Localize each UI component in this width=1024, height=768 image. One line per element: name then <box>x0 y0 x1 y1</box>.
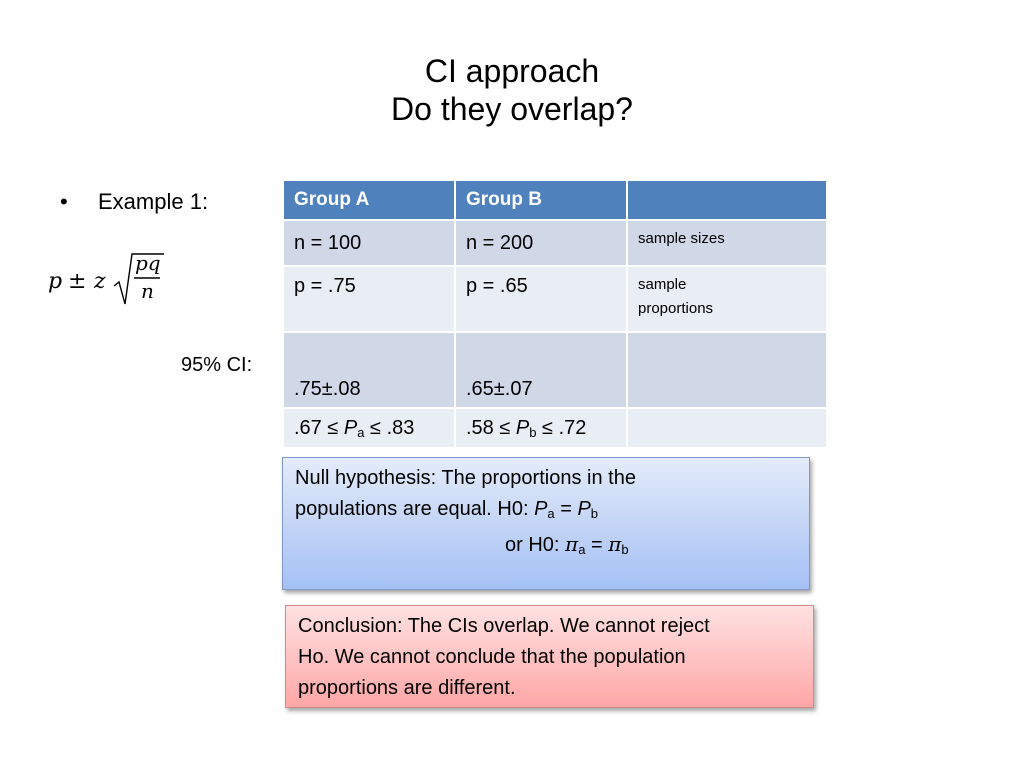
null-line-2: populations are equal. H0: Pa = Pb <box>295 494 797 529</box>
cell-ci-a: .75±.08 <box>282 331 456 409</box>
example-bullet: • Example 1: <box>60 188 208 216</box>
null-line-2-text: populations are equal. H0: <box>295 498 535 520</box>
cell-size-note: sample sizes <box>626 219 828 267</box>
null-sub-a: a <box>547 506 555 521</box>
null-P-a: P <box>534 498 548 520</box>
conclusion-line-2: Ho. We cannot conclude that the populati… <box>298 646 686 668</box>
table-header-row: Group A Group B <box>282 179 828 221</box>
prop-note-line-2: proportions <box>638 300 714 317</box>
null-line-1: Null hypothesis: The proportions in the <box>295 467 636 489</box>
title-line-2: Do they overlap? <box>391 91 633 127</box>
interval-b-left: .58 ≤ <box>466 416 516 439</box>
interval-b-P: P <box>515 416 530 439</box>
table-row: .75±.08 .65±.07 <box>282 331 828 409</box>
sqrt-sign <box>113 253 164 305</box>
cell-ci-note <box>626 331 828 409</box>
bullet-marker: • <box>60 189 68 214</box>
null-sub-b: b <box>590 506 599 521</box>
conclusion-line-1: Conclusion: The CIs overlap. We cannot r… <box>298 615 710 637</box>
formula-plus-minus: ± <box>68 269 86 294</box>
formula-numerator: pq <box>135 251 161 275</box>
table-row: p = .75 p = .65 sample proportions <box>282 265 828 333</box>
interval-a-P: P <box>343 416 358 439</box>
formula-p: p <box>48 269 62 294</box>
null-pi-b: π <box>608 532 622 556</box>
conclusion-line-3: proportions are different. <box>298 677 516 699</box>
interval-b-right: ≤ .72 <box>536 416 587 439</box>
cell-size-b: n = 200 <box>454 219 628 267</box>
cell-prop-b: p = .65 <box>454 265 628 333</box>
conclusion-box: Conclusion: The CIs overlap. We cannot r… <box>285 605 814 708</box>
header-notes <box>626 179 828 221</box>
cell-size-a: n = 100 <box>282 219 456 267</box>
cell-interval-b: .58 ≤ Pb ≤ .72 <box>454 407 628 449</box>
null-pi-sub-a: a <box>578 542 586 557</box>
header-group-b: Group B <box>454 179 628 221</box>
interval-b-sub: b <box>529 424 537 440</box>
interval-a-sub: a <box>357 424 365 440</box>
null-line-3-text: or H0: <box>505 534 566 556</box>
cell-prop-a: p = .75 <box>282 265 456 333</box>
table-row: .67 ≤ Pa ≤ .83 .58 ≤ Pb ≤ .72 <box>282 407 828 449</box>
null-pi-eq: = <box>585 534 609 556</box>
slide-title: CI approach Do they overlap? <box>0 52 1024 128</box>
bullet-text: Example 1: <box>98 189 209 214</box>
ci-formula-svg: p ± z pq n <box>48 251 164 305</box>
null-eq: = <box>554 498 578 520</box>
title-line-1: CI approach <box>424 53 600 89</box>
cell-prop-note: sample proportions <box>626 265 828 333</box>
prop-note-line-1: sample <box>638 276 687 293</box>
interval-a-left: .67 ≤ <box>294 416 344 439</box>
interval-a-right: ≤ .83 <box>364 416 415 439</box>
null-line-3: or H0: πa = πb <box>295 529 797 565</box>
formula-denominator: n <box>141 279 154 303</box>
null-P-b: P <box>577 498 591 520</box>
null-hypothesis-box: Null hypothesis: The proportions in the … <box>282 457 810 590</box>
ci-formula: p ± z pq n <box>48 248 168 308</box>
table-row: n = 100 n = 200 sample sizes <box>282 219 828 267</box>
cell-interval-a: .67 ≤ Pa ≤ .83 <box>282 407 456 449</box>
null-pi-a: π <box>565 532 579 556</box>
cell-ci-b: .65±.07 <box>454 331 628 409</box>
cell-interval-note <box>626 407 828 449</box>
comparison-table: Group A Group B n = 100 n = 200 sample s… <box>282 179 828 449</box>
formula-z: z <box>93 269 106 294</box>
ci-label: 95% CI: <box>181 354 253 376</box>
header-group-a: Group A <box>282 179 456 221</box>
null-pi-sub-b: b <box>621 542 629 557</box>
